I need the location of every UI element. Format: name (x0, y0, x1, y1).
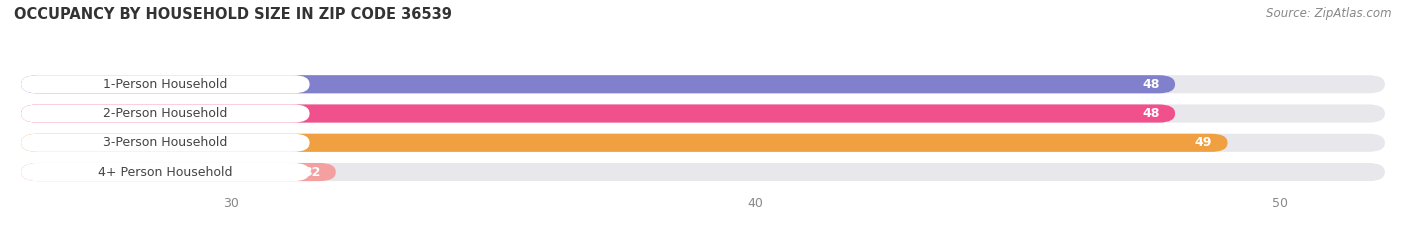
Text: 49: 49 (1195, 136, 1212, 149)
FancyBboxPatch shape (21, 134, 1227, 152)
FancyBboxPatch shape (21, 75, 309, 93)
FancyBboxPatch shape (21, 163, 1385, 181)
FancyBboxPatch shape (21, 163, 309, 181)
Text: Source: ZipAtlas.com: Source: ZipAtlas.com (1267, 7, 1392, 20)
Text: OCCUPANCY BY HOUSEHOLD SIZE IN ZIP CODE 36539: OCCUPANCY BY HOUSEHOLD SIZE IN ZIP CODE … (14, 7, 451, 22)
FancyBboxPatch shape (21, 75, 1175, 93)
FancyBboxPatch shape (21, 134, 1385, 152)
Text: 2-Person Household: 2-Person Household (103, 107, 228, 120)
FancyBboxPatch shape (21, 104, 309, 123)
FancyBboxPatch shape (21, 163, 336, 181)
Text: 48: 48 (1142, 78, 1160, 91)
Text: 32: 32 (302, 165, 321, 178)
Text: 3-Person Household: 3-Person Household (103, 136, 228, 149)
FancyBboxPatch shape (21, 75, 1385, 93)
FancyBboxPatch shape (21, 104, 1385, 123)
Text: 4+ Person Household: 4+ Person Household (98, 165, 232, 178)
Text: 1-Person Household: 1-Person Household (103, 78, 228, 91)
FancyBboxPatch shape (21, 104, 1175, 123)
FancyBboxPatch shape (21, 134, 309, 152)
Text: 48: 48 (1142, 107, 1160, 120)
